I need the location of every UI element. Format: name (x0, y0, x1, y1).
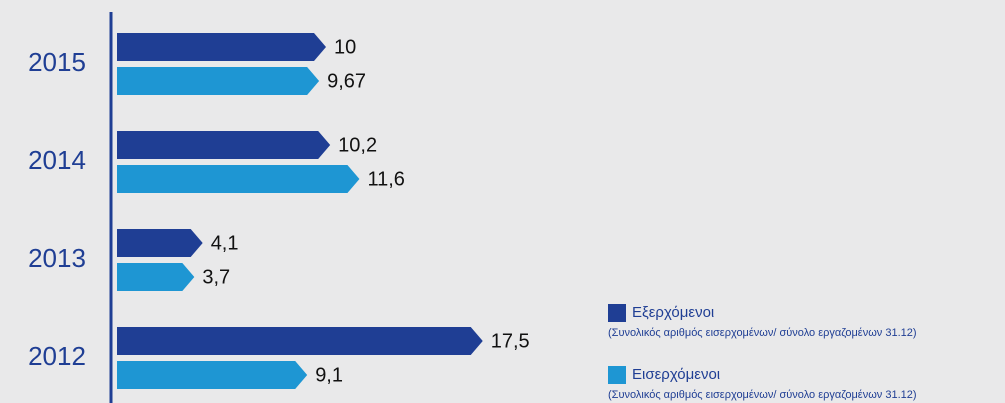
category-label: 2012 (28, 341, 86, 371)
bar (117, 361, 308, 389)
value-label: 4,1 (211, 232, 239, 254)
value-label: 10 (334, 36, 356, 58)
legend-swatch (608, 366, 626, 384)
bar (117, 165, 360, 193)
value-label: 3,7 (202, 266, 230, 288)
bar (117, 131, 331, 159)
value-label: 10,2 (338, 134, 377, 156)
value-label: 9,67 (327, 70, 366, 92)
legend-label: Εξερχόμενοι (632, 304, 714, 321)
legend-note: (Συνολικός αριθμός εισερχομένων/ σύνολο … (608, 389, 917, 401)
legend-swatch (608, 304, 626, 322)
category-label: 2013 (28, 243, 86, 273)
value-label: 11,6 (367, 168, 404, 190)
bar (117, 33, 326, 61)
legend-label: Εισερχόμενοι (632, 366, 720, 383)
category-label: 2014 (28, 145, 86, 175)
value-label: 9,1 (315, 364, 343, 386)
bar (117, 263, 195, 291)
value-label: 17,5 (491, 330, 530, 352)
bar (117, 229, 203, 257)
legend-note: (Συνολικός αριθμός εισερχομένων/ σύνολο … (608, 327, 917, 339)
bar (117, 67, 320, 95)
bar (117, 327, 483, 355)
category-label: 2015 (28, 47, 86, 77)
